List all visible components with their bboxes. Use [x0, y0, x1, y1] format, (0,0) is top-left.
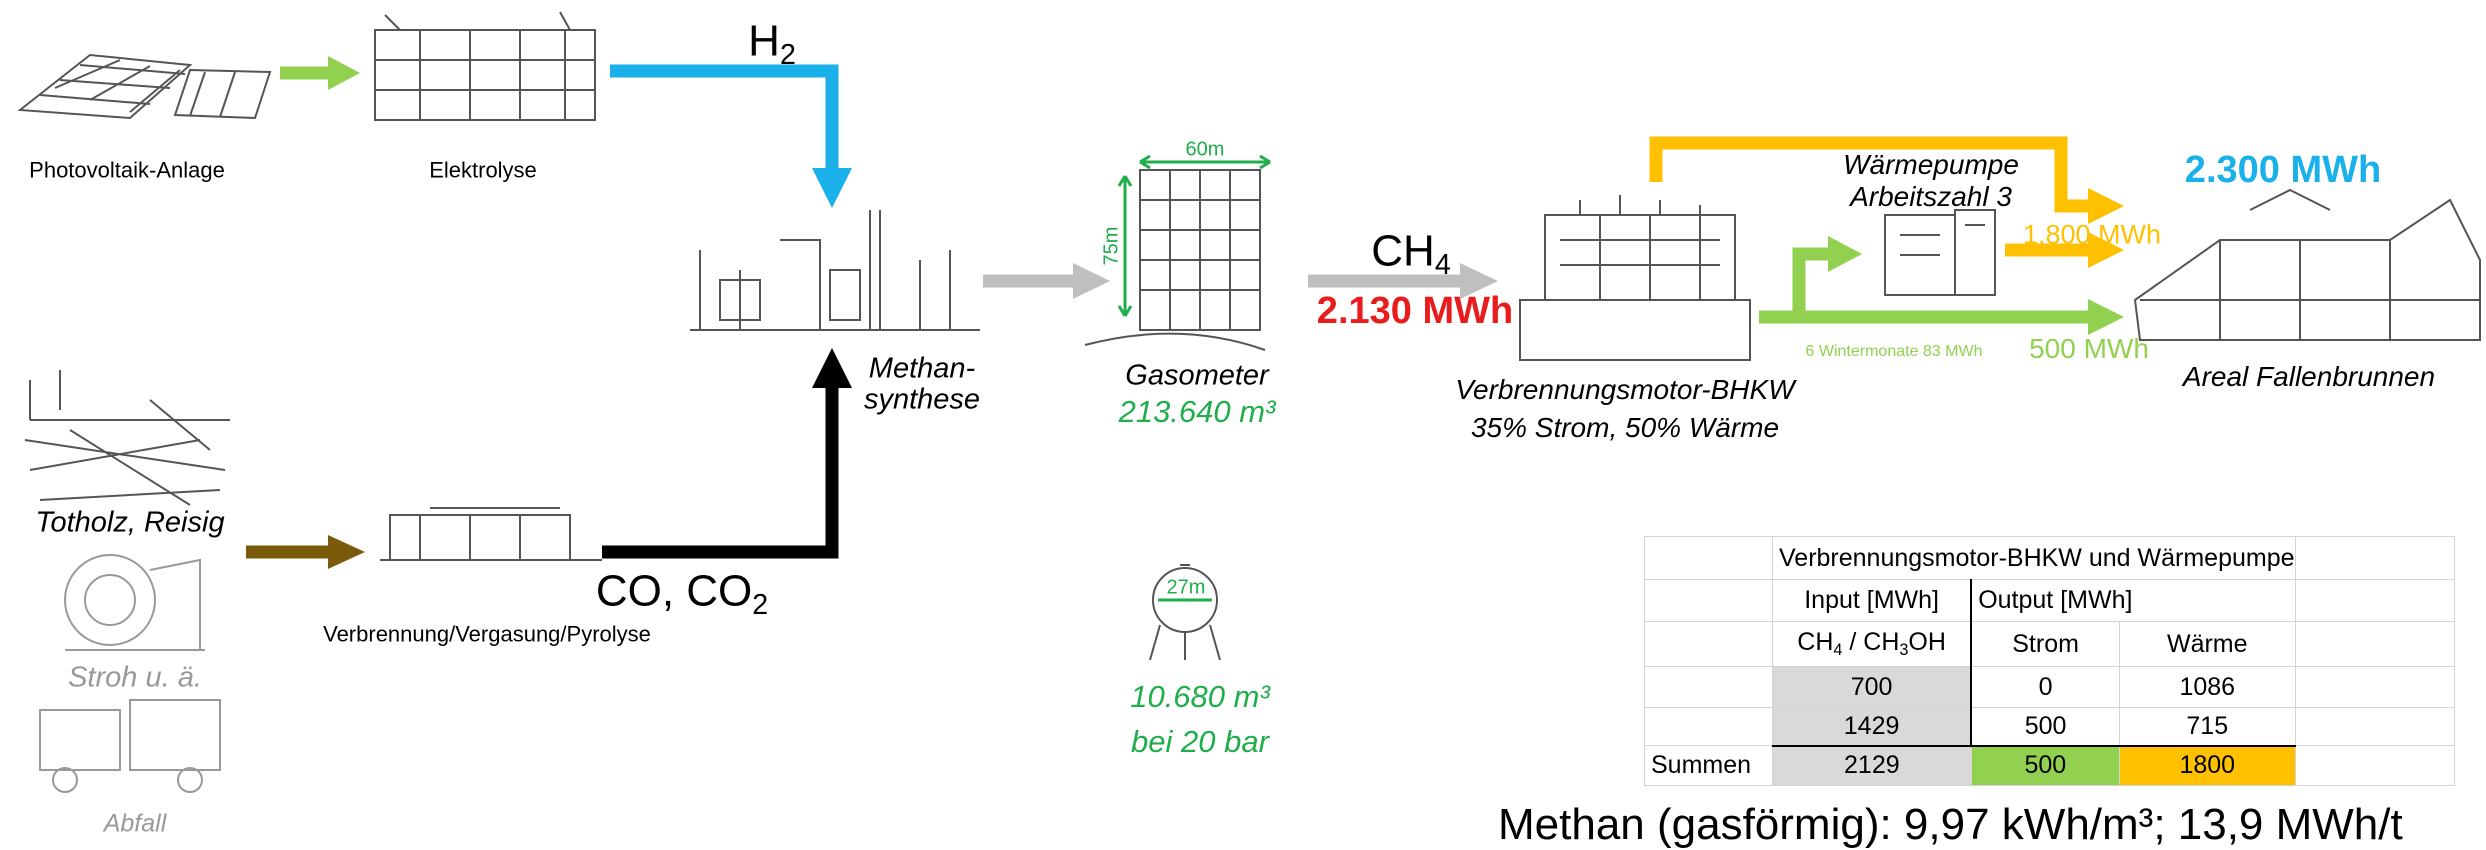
cell: 500	[1970, 707, 2120, 747]
areal-sketch	[2133, 188, 2481, 341]
cell: 715	[2118, 707, 2296, 747]
verbrennung-sketch	[380, 507, 602, 561]
arrow-biomass	[246, 535, 365, 569]
label-bhkw-note: 35% Strom, 50% Wärme	[1470, 411, 1780, 443]
label-wp: Wärmepumpe	[1843, 148, 2019, 180]
cell: 500	[1970, 745, 2120, 786]
arrow-methan	[983, 263, 1110, 299]
elektrolyse-sketch	[374, 11, 596, 121]
pv-sketch	[17, 53, 272, 120]
text-part: CO, CO	[595, 566, 753, 616]
cell	[2294, 745, 2455, 786]
header-input: Input [MWh]	[1772, 579, 1973, 622]
arrow-power	[1759, 236, 2124, 335]
abfall-sketch	[39, 699, 221, 793]
label-energy: 2.130 MWh	[1316, 290, 1514, 333]
energy-table: Verbrennungsmotor-BHKW und Wärmepumpe In…	[1644, 536, 2455, 786]
subscript: 2	[752, 588, 769, 621]
label-total: 2.300 MWh	[2184, 149, 2382, 192]
bhkw-sketch	[1519, 195, 1751, 361]
label-areal: Areal Fallenbrunnen	[2182, 360, 2436, 392]
cell: 2129	[1772, 745, 1972, 786]
cell	[1644, 621, 1773, 667]
label-height: 75m	[1100, 226, 1123, 266]
cell	[1644, 707, 1773, 746]
label-tank-pressure: bei 20 bar	[1131, 724, 1269, 760]
label-h2: H2	[748, 16, 796, 71]
label-gasometer: Gasometer	[1125, 359, 1269, 392]
label-methan: Methan-	[868, 352, 976, 385]
label-totholz: Totholz, Reisig	[35, 506, 225, 539]
cell: 0	[1970, 666, 2120, 708]
text-part: CH	[1371, 226, 1435, 276]
waermepumpe-sketch	[1884, 209, 1996, 296]
label-stroh: Stroh u. ä.	[68, 661, 202, 694]
footnote: Methan (gasförmig): 9,97 kWh/m³; 13,9 MW…	[1498, 800, 2403, 849]
label-power: 500 MWh	[2029, 332, 2149, 364]
label-width: 60m	[1185, 138, 1225, 161]
arrow-co	[602, 348, 852, 559]
cell: 1429	[1772, 707, 1973, 747]
label-winter: 6 Wintermonate 83 MWh	[1805, 342, 1983, 360]
cell: 1800	[2118, 745, 2296, 786]
table-title: Verbrennungsmotor-BHKW und Wärmepumpe	[1772, 536, 2296, 580]
label-tank-volume: 10.680 m³	[1130, 679, 1270, 715]
arrow-heat	[1649, 136, 2124, 268]
cell: 1086	[2118, 666, 2296, 708]
subscript: 3	[1899, 640, 1909, 659]
stroh-sketch	[64, 554, 205, 651]
text-part: OH	[1908, 628, 1946, 657]
text-part: / CH	[1842, 628, 1900, 657]
label-pv: Photovoltaik-Anlage	[29, 157, 225, 183]
label-elektrolyse: Elektrolyse	[429, 157, 537, 183]
label-wp-az: Arbeitszahl 3	[1850, 180, 2012, 212]
cell	[2294, 707, 2455, 746]
cell: 700	[1772, 666, 1973, 708]
label-abfall: Abfall	[103, 809, 167, 838]
label-heat: 1.800 MWh	[2022, 219, 2162, 250]
cell	[1644, 666, 1773, 708]
label-gas-volume: 213.640 m³	[1118, 394, 1276, 430]
cell	[1644, 579, 1773, 622]
label-diameter: 27m	[1166, 576, 1206, 599]
cell	[2294, 579, 2455, 622]
subscript: 4	[1833, 640, 1843, 659]
totholz-sketch	[24, 370, 230, 506]
text-part: CH	[1797, 628, 1834, 657]
dimension-arrows	[1117, 154, 1271, 602]
subscript: 4	[1434, 248, 1451, 281]
label-verbrennung: Verbrennung/Vergasung/Pyrolyse	[323, 621, 651, 647]
methansynthese-sketch	[690, 210, 980, 331]
cell	[2294, 666, 2455, 708]
gasometer-sketch	[1084, 169, 1266, 351]
header-ch4: CH4 / CH3OH	[1772, 621, 1973, 667]
label-bhkw: Verbrennungsmotor-BHKW	[1455, 373, 1795, 405]
tank-sketch	[1149, 564, 1221, 661]
header-strom: Strom	[1970, 621, 2120, 667]
label-ch4: CH4	[1371, 226, 1450, 281]
arrow-ch4	[1308, 263, 1498, 299]
cell	[1644, 536, 1773, 580]
arrow-pv	[280, 56, 360, 90]
header-waerme: Wärme	[2118, 621, 2296, 667]
header-output: Output [MWh]	[1970, 579, 2296, 622]
text-part: H	[748, 16, 780, 66]
label-synthese: synthese	[863, 383, 981, 416]
subscript: 2	[779, 38, 796, 71]
row-label: Summen	[1644, 745, 1773, 786]
label-co: CO, CO2	[596, 566, 768, 621]
cell	[2294, 621, 2455, 667]
cell	[2294, 536, 2455, 580]
arrow-h2	[610, 64, 852, 208]
